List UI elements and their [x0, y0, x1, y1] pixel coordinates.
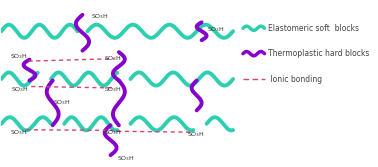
- Text: SO$_3$H: SO$_3$H: [104, 54, 122, 63]
- Text: Thermoplastic hard blocks: Thermoplastic hard blocks: [268, 49, 369, 58]
- Text: SO$_3$H: SO$_3$H: [11, 85, 29, 94]
- Text: SO$_3$H: SO$_3$H: [117, 154, 135, 163]
- Text: Ionic bonding: Ionic bonding: [268, 74, 322, 84]
- Text: SO$_3$H: SO$_3$H: [91, 12, 109, 21]
- Text: SO$_3$H: SO$_3$H: [207, 25, 225, 34]
- Text: SO$_3$H: SO$_3$H: [104, 128, 122, 137]
- Text: SO$_3$H: SO$_3$H: [104, 85, 122, 94]
- Text: Elastomeric soft  blocks: Elastomeric soft blocks: [268, 24, 359, 33]
- Text: SO$_3$H: SO$_3$H: [10, 52, 28, 61]
- Text: SO$_3$H: SO$_3$H: [10, 128, 28, 137]
- Text: SO$_3$H: SO$_3$H: [187, 130, 205, 139]
- Text: SO$_3$H: SO$_3$H: [53, 99, 71, 107]
